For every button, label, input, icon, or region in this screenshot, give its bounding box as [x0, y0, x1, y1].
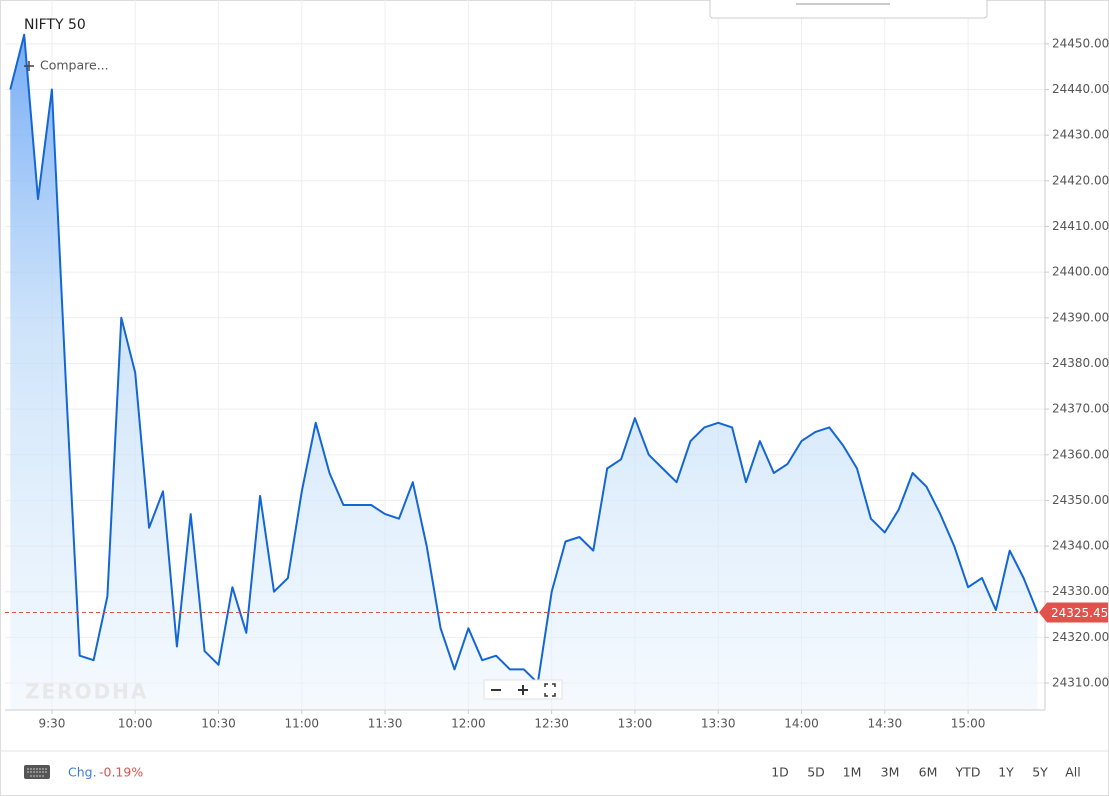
y-tick-label: 24440.00 — [1052, 82, 1109, 96]
price-line — [9, 33, 1039, 685]
keyboard-icon[interactable] — [24, 765, 50, 779]
y-tick-label: 24330.00 — [1052, 584, 1109, 598]
x-tick-label: 15:00 — [951, 717, 986, 731]
area — [10, 34, 1038, 710]
y-tick-label: 24380.00 — [1052, 356, 1109, 370]
y-tick-label: 24370.00 — [1052, 402, 1109, 416]
fullscreen[interactable] — [544, 683, 556, 697]
zoom-in[interactable] — [518, 685, 528, 695]
last-price-label: 24325.45 — [1051, 606, 1108, 620]
y-tick-label: 24400.00 — [1052, 265, 1109, 279]
range-button[interactable]: YTD — [955, 765, 981, 780]
y-tick-label: 24420.00 — [1052, 173, 1109, 187]
compare-button[interactable]: Compare... — [24, 58, 109, 73]
range-button[interactable]: 3M — [881, 765, 900, 780]
y-tick-label: 24410.00 — [1052, 219, 1109, 233]
x-tick-label: 12:30 — [534, 717, 569, 731]
x-tick-label: 13:30 — [701, 717, 736, 731]
y-tick-label: 24340.00 — [1052, 539, 1109, 553]
x-tick-label: 10:30 — [201, 717, 236, 731]
axes: 24310.00 24320.00 24330.00 24340.00 24350.00… — [38, 36, 1109, 730]
x-tick-label: 11:00 — [284, 717, 319, 731]
range-button[interactable]: 1M — [843, 765, 862, 780]
chart-title: NIFTY 50 — [24, 17, 86, 33]
change-label: Chg. — [68, 765, 97, 780]
y-tick-label: 24350.00 — [1052, 493, 1109, 507]
plot — [5, 33, 1045, 710]
popup-preview[interactable] — [709, 0, 988, 19]
change-value: -0.19% — [99, 765, 143, 780]
y-tick-label: 24360.00 — [1052, 447, 1109, 461]
y-tick-label: 24320.00 — [1052, 630, 1109, 644]
zoom-controls — [483, 679, 563, 700]
watermark: ZERODHA — [25, 680, 148, 704]
range-button[interactable]: 5D — [807, 765, 825, 780]
plus-icon — [24, 61, 34, 71]
range-button[interactable]: 1D — [771, 765, 789, 780]
x-tick-label: 11:30 — [368, 717, 403, 731]
keyboard-keys — [27, 768, 47, 777]
range-button[interactable]: 6M — [919, 765, 938, 780]
x-tick-label: 13:00 — [618, 717, 653, 731]
y-tick-label: 24310.00 — [1052, 676, 1109, 690]
x-tick-label: 12:00 — [451, 717, 486, 731]
x-tick-label: 14:00 — [784, 717, 819, 731]
range-button[interactable]: 5Y — [1032, 765, 1048, 780]
x-tick-label: 10:00 — [118, 717, 153, 731]
y-tick-label: 24450.00 — [1052, 36, 1109, 50]
last-price-tag — [1039, 602, 1108, 623]
range-button[interactable]: 1Y — [998, 765, 1014, 780]
x-tick-label: 9:30 — [38, 717, 65, 731]
x-tick-label: 14:30 — [868, 717, 903, 731]
compare-label: Compare... — [40, 58, 109, 73]
range-buttons: 1D 5D 1M 3M 6M YTD 1Y 5Y All — [771, 765, 1081, 780]
y-tick-label: 24430.00 — [1052, 128, 1109, 142]
y-tick-label: 24390.00 — [1052, 310, 1109, 324]
range-button[interactable]: All — [1065, 765, 1081, 780]
